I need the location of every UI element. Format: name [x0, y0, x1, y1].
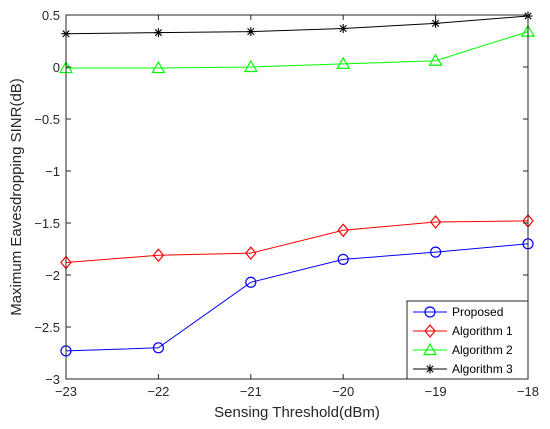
y-tick-label: −0.5: [34, 112, 60, 127]
series-line-algorithm-3: [65, 15, 529, 35]
legend-label-proposed: Proposed: [452, 305, 503, 319]
series-algorithm-1: [60, 213, 534, 270]
legend-entry-algorithm-2: Algorithm 2: [413, 342, 513, 357]
y-tick-label: −1.5: [34, 216, 60, 231]
legend-entry-algorithm-3: Algorithm 3: [413, 362, 513, 376]
data-point-algorithm-2: [151, 60, 166, 74]
data-point-algorithm-3: [153, 28, 163, 38]
data-point-algorithm-1: [429, 215, 442, 229]
x-tick-label: −20: [332, 384, 354, 399]
plot-frame: [65, 14, 529, 380]
data-point-algorithm-3: [431, 18, 441, 28]
data-point-proposed: [245, 276, 257, 288]
data-point-algorithm-1: [152, 248, 165, 263]
data-point-proposed: [430, 246, 442, 258]
x-tick-label: −22: [147, 384, 169, 399]
data-point-algorithm-3: [246, 27, 256, 37]
y-tick-label: −1: [45, 164, 60, 179]
data-point-proposed: [337, 253, 349, 265]
x-tick-label: −23: [55, 384, 77, 399]
legend-entry-algorithm-1: Algorithm 1: [413, 324, 513, 338]
x-tick-label: −21: [240, 384, 262, 399]
data-point-algorithm-2: [428, 53, 443, 66]
data-point-algorithm-2: [243, 59, 258, 73]
data-point-algorithm-1: [245, 246, 257, 261]
y-tick-label: 0: [53, 60, 60, 75]
legend-label-algorithm-1: Algorithm 1: [452, 324, 513, 338]
series-line-proposed: [65, 243, 529, 352]
legend-marker-algorithm-1: [424, 324, 436, 338]
data-point-algorithm-3: [338, 24, 348, 34]
y-tick-label: −2: [45, 268, 60, 283]
y-axis-title: Maximum Eavesdropping SINR(dB): [8, 78, 25, 316]
series-algorithm-3: [61, 11, 533, 39]
legend: Proposed Algorithm 1 Algorithm 2 Algorithm …: [406, 300, 529, 380]
x-axis: −23 −22 −21 −20 −19 −18: [55, 15, 539, 399]
legend-label-algorithm-2: Algorithm 2: [452, 343, 513, 357]
x-tick-label: −18: [517, 384, 539, 399]
legend-marker-proposed: [424, 306, 436, 318]
legend-marker-algorithm-2: [422, 342, 438, 356]
y-tick-label: −3: [45, 372, 60, 387]
x-axis-title: Sensing Threshold(dBm): [214, 404, 380, 421]
x-tick-label: −19: [425, 384, 447, 399]
y-tick-label: 0.5: [42, 8, 60, 23]
series-line-algorithm-1: [65, 220, 529, 264]
legend-label-algorithm-3: Algorithm 3: [452, 362, 513, 376]
legend-marker-algorithm-3: [425, 364, 435, 374]
legend-entry-proposed: Proposed: [413, 305, 503, 319]
data-point-proposed: [152, 342, 164, 354]
series-line-algorithm-2: [66, 31, 529, 69]
y-tick-label: −2.5: [34, 320, 60, 335]
data-point-algorithm-1: [337, 223, 349, 238]
plot-series-layer: [58, 11, 536, 357]
data-point-algorithm-2: [336, 56, 351, 69]
y-axis: 0.5 0 −0.5 −1 −1.5 −2 −2.5 −3: [34, 8, 528, 387]
